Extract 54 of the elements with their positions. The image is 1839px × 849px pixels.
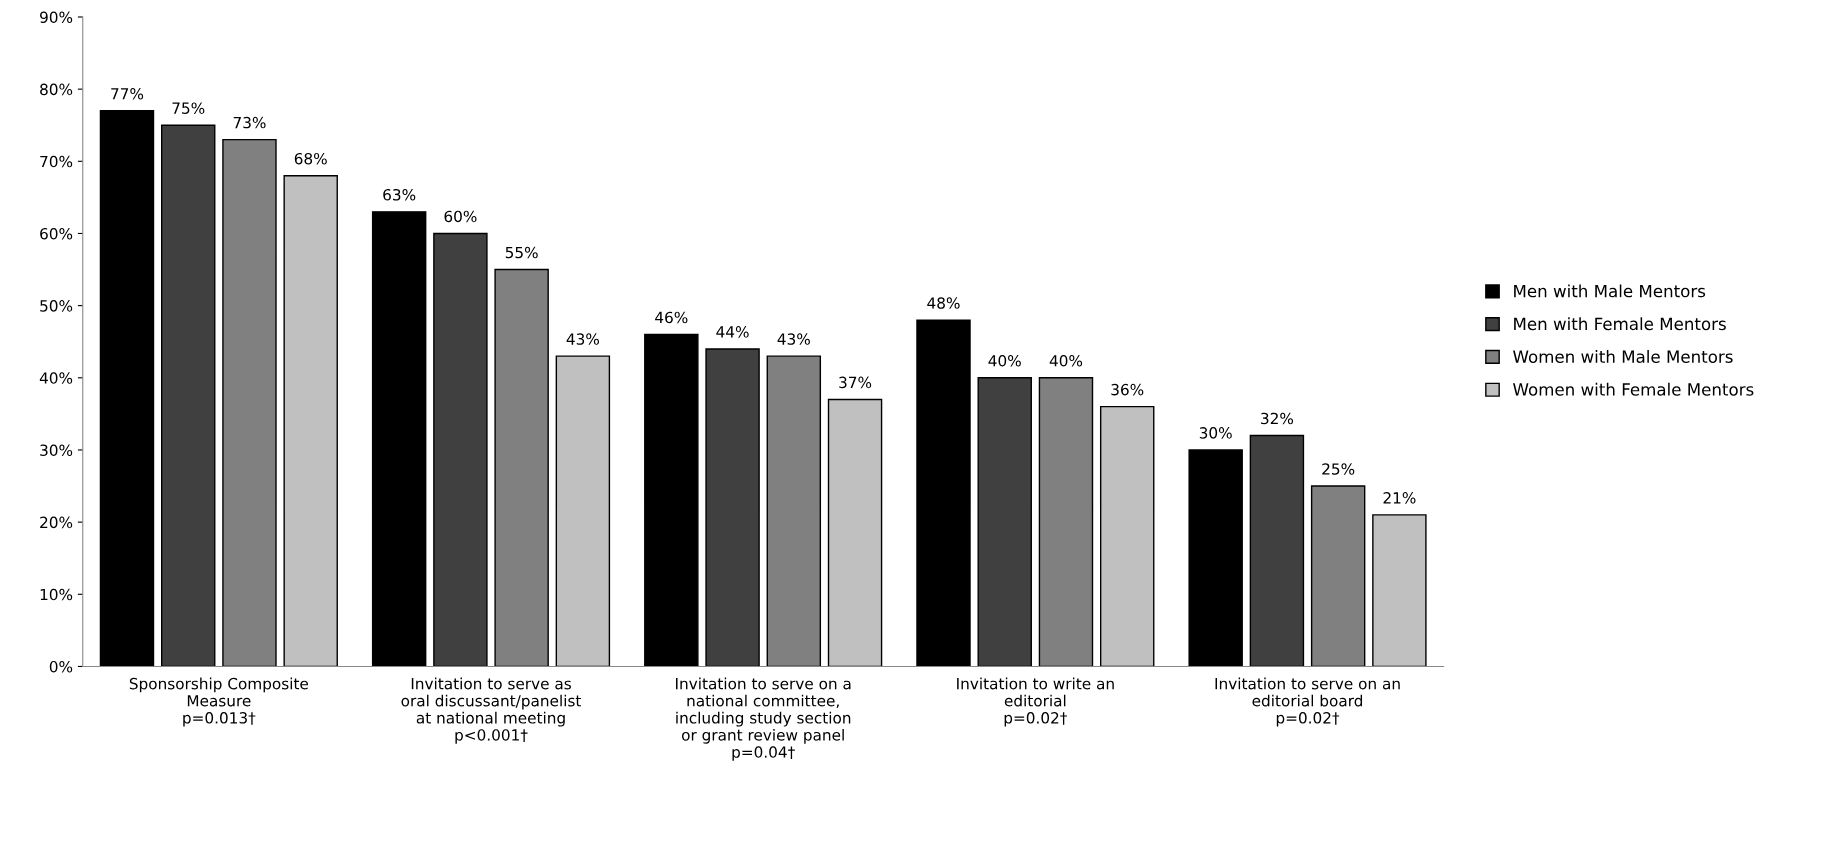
y-tick-label: 80% [40,83,73,96]
data-label: 75% [172,102,205,114]
data-label: 68% [294,152,327,165]
x-tick-label: Invitation to serve on a national committee, including study section or grant review panel p=0.04† [676,677,851,761]
data-label: 43% [566,333,600,345]
data-label: 55% [505,246,538,259]
legend-label: Women with Male Mentors [1513,350,1733,363]
bar [99,110,155,667]
y-tick-label: 0% [49,660,73,673]
y-tick-label: 10% [40,588,73,601]
data-label: 43% [777,333,810,345]
bar [283,175,338,667]
bar [977,377,1032,667]
y-tick-label: 70% [40,155,73,168]
bar [160,124,216,667]
bar [1372,514,1427,667]
data-label: 63% [383,188,416,201]
bar [1249,434,1305,667]
data-label: 73% [233,116,266,129]
bar [705,348,760,667]
x-tick-label: Invitation to write an editorial p=0.02† [957,677,1114,727]
data-label: 48% [927,297,960,309]
bar [644,333,699,667]
bar [1188,449,1243,667]
data-label: 25% [1322,463,1355,475]
x-tick-label: Sponsorship Composite Measure p=0.013† [129,677,309,727]
bar [371,211,427,667]
y-tick-label: 20% [40,516,73,529]
legend-label: Men with Female Mentors [1514,317,1726,331]
data-label: 40% [988,354,1021,367]
bar [827,398,883,667]
data-label: 44% [716,326,749,338]
data-label: 77% [111,87,144,100]
data-label: 36% [1111,383,1144,396]
y-tick-label: 30% [40,444,73,456]
legend-label: Men with Male Mentors [1514,284,1706,298]
bar [1099,405,1155,667]
y-tick-label: 90% [40,11,73,23]
data-label: 30% [1199,427,1232,439]
x-tick-label: Invitation to serve on an editorial board p=0.02† [1215,677,1400,727]
bar [555,355,611,667]
data-label: 37% [839,376,872,389]
legend-label: Women with Female Mentors [1513,382,1754,396]
data-label: 60% [444,210,477,223]
data-label: 32% [1261,412,1294,425]
y-tick-label: 60% [40,227,73,240]
data-label: 21% [1383,492,1416,504]
y-tick-label: 50% [40,300,73,312]
x-tick-label: Invitation to serve as oral discussant/panelist at national meeting p<0.001† [401,677,582,744]
data-label: 46% [655,311,688,324]
bar [433,232,488,667]
data-label: 40% [1049,354,1083,367]
bar [916,319,971,667]
y-tick-label: 40% [39,372,73,384]
